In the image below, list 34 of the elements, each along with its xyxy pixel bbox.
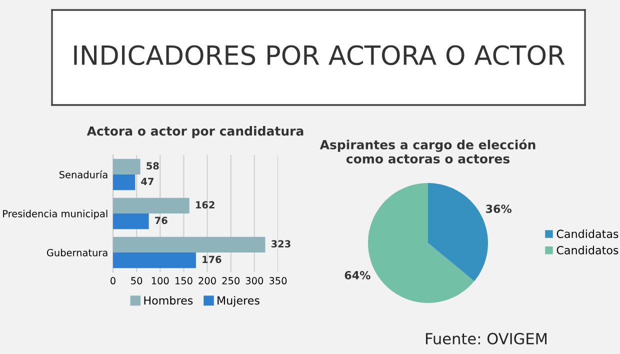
text: INDICADORES POR ACTORA O ACTOR (74, 45, 565, 66)
y-tick-label: Gubernatura (46, 248, 108, 256)
bar (113, 174, 136, 190)
data-label: 323 (271, 240, 290, 248)
legend-label: Hombres (144, 296, 193, 305)
data-label: 76 (155, 216, 168, 224)
data-label: 58 (146, 162, 159, 170)
x-tick-label: 350 (269, 277, 287, 284)
y-tick-label: Presidencia municipal (3, 210, 108, 220)
bar (113, 236, 266, 252)
chart-title: Actora o actor por candidatura (86, 126, 304, 138)
x-tick-label: 250 (222, 277, 240, 284)
legend-label: Candidatos (556, 246, 618, 254)
data-label: 64% (344, 271, 370, 280)
data-label: 47 (141, 178, 154, 185)
legend-label: Candidatas (556, 229, 618, 238)
x-tick-label: 200 (198, 277, 216, 284)
bar (113, 252, 196, 268)
x-tick-label: 50 (131, 277, 142, 284)
bar (113, 198, 190, 214)
data-label: 176 (202, 256, 222, 264)
pie-slice (428, 183, 488, 282)
data-label: 36% (486, 204, 512, 214)
y-tick-label: Senaduría (60, 170, 108, 178)
bar (113, 158, 140, 174)
x-tick-label: 100 (152, 277, 169, 284)
x-tick-label: 300 (246, 277, 264, 284)
bar (113, 214, 149, 230)
x-tick-label: 150 (176, 277, 192, 284)
source-note: Fuente: OVIGEM (426, 332, 547, 344)
chart-title: Aspirantes a cargo de elección como actoras o actores (320, 139, 536, 164)
x-tick-label: 0 (110, 277, 116, 284)
data-label: 162 (196, 201, 214, 209)
legend-label: Mujeres (218, 296, 260, 307)
